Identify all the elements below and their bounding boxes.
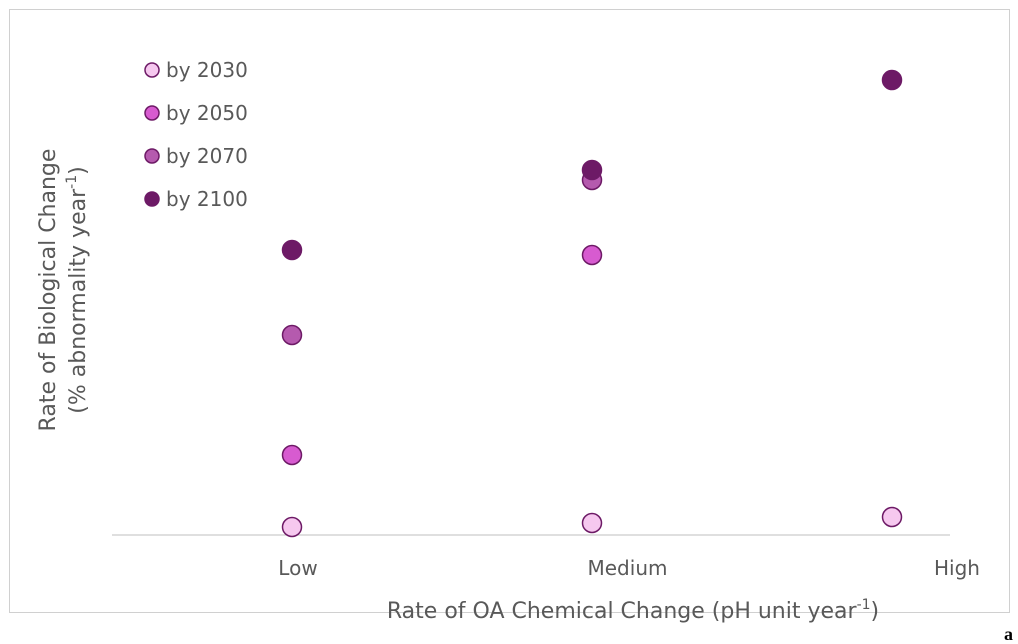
point (581, 159, 603, 181)
point (281, 516, 303, 538)
x-axis-title: Rate of OA Chemical Change (pH unit year… (387, 597, 879, 624)
point (581, 244, 603, 266)
legend-marker (144, 148, 160, 164)
legend-label: by 2050 (166, 101, 248, 125)
y-axis-title: Rate of Biological Change (% abnormality… (36, 149, 91, 432)
point (881, 506, 903, 528)
point (281, 444, 303, 466)
legend-marker (144, 105, 160, 121)
x-tick-label: Medium (588, 556, 668, 580)
x-tick-label: High (934, 556, 980, 580)
y-axis-title-line: Rate of Biological Change (36, 149, 61, 432)
legend-label: by 2100 (166, 187, 248, 211)
x-tick-label: Low (278, 556, 317, 580)
point (281, 239, 303, 261)
chart-frame (9, 9, 1010, 613)
legend-label: by 2030 (166, 58, 248, 82)
point (281, 324, 303, 346)
panel-label: a (1004, 624, 1013, 644)
legend-marker (144, 191, 160, 207)
point (881, 69, 903, 91)
legend-label: by 2070 (166, 144, 248, 168)
legend-marker (144, 62, 160, 78)
point (581, 512, 603, 534)
y-axis-title-line: (% abnormality year-1) (64, 166, 91, 413)
